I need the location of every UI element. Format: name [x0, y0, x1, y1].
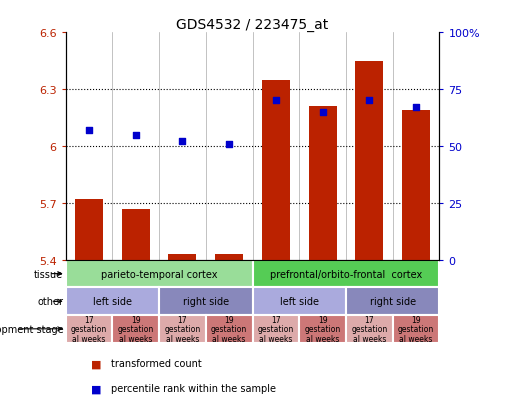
Text: percentile rank within the sample: percentile rank within the sample	[111, 383, 276, 393]
Text: ■: ■	[91, 358, 102, 368]
Bar	[309, 107, 337, 260]
Point	[132, 132, 140, 139]
Bar	[66, 315, 113, 343]
Bar	[346, 288, 439, 315]
Text: right side: right side	[183, 297, 229, 306]
Bar	[356, 62, 383, 260]
Text: 19
gestation
al weeks: 19 gestation al weeks	[211, 315, 247, 343]
Point	[272, 98, 280, 104]
Bar	[122, 209, 150, 260]
Point	[85, 128, 93, 134]
Text: 19
gestation
al weeks: 19 gestation al weeks	[305, 315, 341, 343]
Text: transformed count: transformed count	[111, 358, 202, 368]
Text: 17
gestation
al weeks: 17 gestation al weeks	[164, 315, 200, 343]
Bar	[206, 315, 252, 343]
Bar	[66, 288, 159, 315]
Bar	[169, 254, 196, 260]
Bar	[393, 315, 439, 343]
Text: left side: left side	[93, 297, 132, 306]
Bar	[346, 315, 393, 343]
Bar	[299, 315, 346, 343]
Text: development stage: development stage	[0, 324, 63, 334]
Bar	[252, 260, 439, 288]
Title: GDS4532 / 223475_at: GDS4532 / 223475_at	[176, 18, 329, 32]
Text: parieto-temporal cortex: parieto-temporal cortex	[101, 269, 217, 279]
Bar	[66, 260, 252, 288]
Text: prefrontal/orbito-frontal  cortex: prefrontal/orbito-frontal cortex	[270, 269, 422, 279]
Bar	[252, 288, 346, 315]
Point	[319, 109, 327, 116]
Point	[225, 141, 233, 148]
Bar	[402, 111, 430, 260]
Bar	[252, 315, 299, 343]
Point	[365, 98, 373, 104]
Bar	[159, 315, 206, 343]
Text: tissue: tissue	[34, 269, 63, 279]
Point	[178, 139, 186, 145]
Text: left side: left side	[280, 297, 319, 306]
Text: 19
gestation
al weeks: 19 gestation al weeks	[398, 315, 434, 343]
Bar	[262, 81, 290, 260]
Text: right side: right side	[370, 297, 416, 306]
Point	[412, 105, 420, 112]
Bar	[75, 199, 103, 260]
Text: 19
gestation
al weeks: 19 gestation al weeks	[118, 315, 154, 343]
Text: ■: ■	[91, 383, 102, 393]
Text: 17
gestation
al weeks: 17 gestation al weeks	[351, 315, 387, 343]
Bar	[159, 288, 252, 315]
Text: 17
gestation
al weeks: 17 gestation al weeks	[258, 315, 294, 343]
Bar	[113, 315, 159, 343]
Text: other: other	[37, 297, 63, 306]
Bar	[215, 254, 243, 260]
Text: 17
gestation
al weeks: 17 gestation al weeks	[71, 315, 107, 343]
